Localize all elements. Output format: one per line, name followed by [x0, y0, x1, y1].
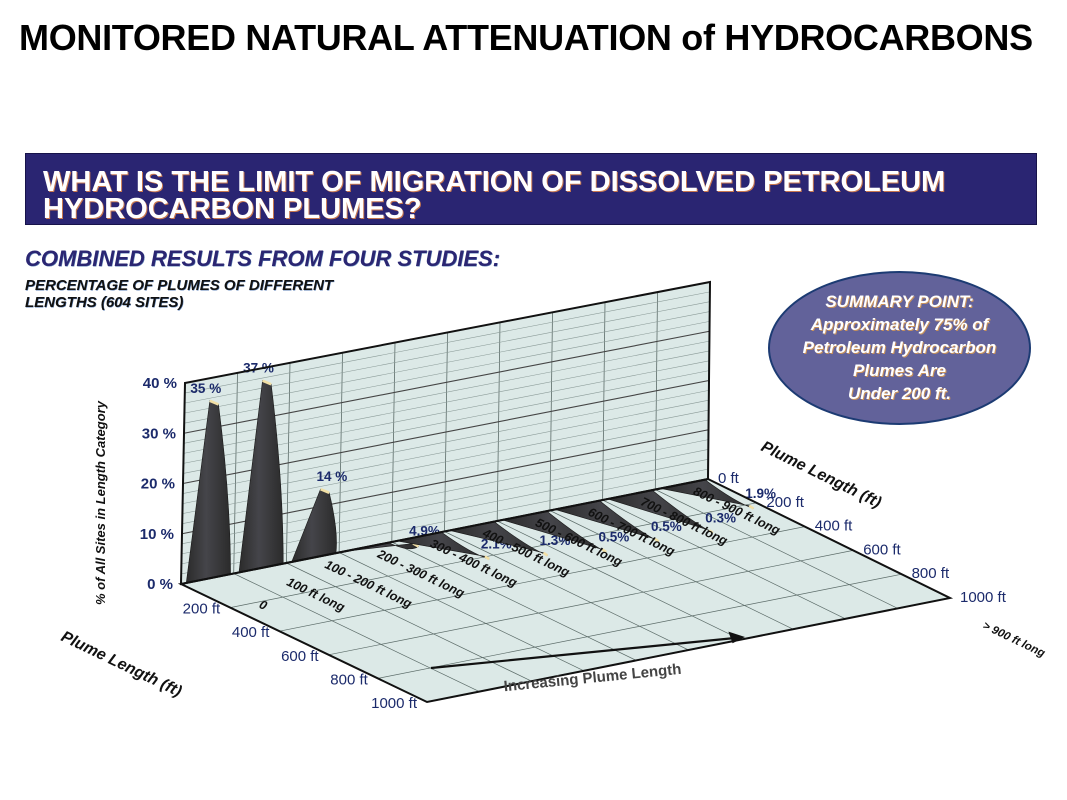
- svg-text:Plume Length (ft): Plume Length (ft): [58, 628, 184, 700]
- svg-text:0 %: 0 %: [147, 576, 173, 593]
- svg-text:800 ft: 800 ft: [912, 565, 950, 582]
- svg-text:35 %: 35 %: [190, 381, 221, 396]
- svg-text:40 %: 40 %: [143, 375, 177, 392]
- svg-text:200 ft: 200 ft: [183, 601, 221, 618]
- svg-text:14 %: 14 %: [317, 469, 348, 484]
- svg-text:1000 ft: 1000 ft: [371, 695, 418, 712]
- svg-text:0 ft: 0 ft: [718, 470, 740, 487]
- svg-text:600 ft: 600 ft: [281, 648, 319, 665]
- svg-text:1000 ft: 1000 ft: [960, 589, 1007, 606]
- svg-text:20 %: 20 %: [141, 476, 175, 493]
- svg-text:600 ft: 600 ft: [863, 541, 901, 558]
- svg-text:> 900 ft long: > 900 ft long: [981, 620, 1047, 660]
- svg-text:400 ft: 400 ft: [815, 518, 853, 535]
- svg-text:800 ft: 800 ft: [330, 671, 368, 688]
- svg-text:10 %: 10 %: [140, 526, 174, 543]
- svg-text:400 ft: 400 ft: [232, 624, 270, 641]
- svg-text:30 %: 30 %: [142, 425, 176, 442]
- svg-text:200 ft: 200 ft: [766, 494, 804, 511]
